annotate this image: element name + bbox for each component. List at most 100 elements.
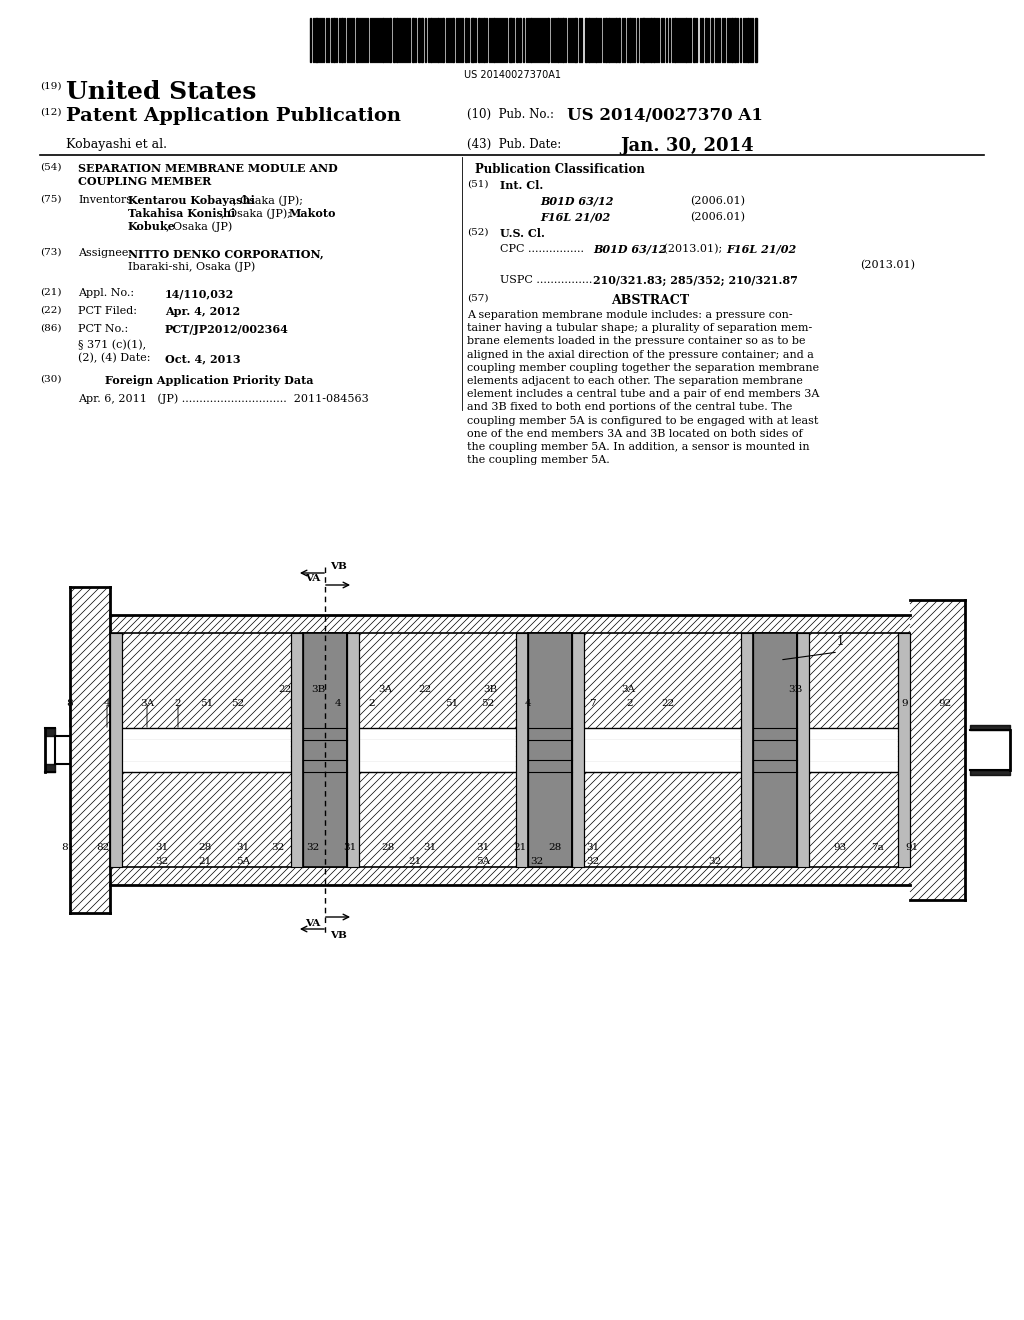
Text: 91: 91 xyxy=(905,843,919,853)
Bar xyxy=(693,18,695,62)
Text: § 371 (c)(1),: § 371 (c)(1), xyxy=(78,341,146,350)
Bar xyxy=(382,18,384,62)
Text: U.S. Cl.: U.S. Cl. xyxy=(500,228,545,239)
Text: , Osaka (JP);: , Osaka (JP); xyxy=(221,209,295,219)
Text: 21: 21 xyxy=(199,858,212,866)
Text: 82: 82 xyxy=(96,843,110,853)
Text: 28: 28 xyxy=(199,843,212,853)
Text: 51: 51 xyxy=(445,698,459,708)
Text: (52): (52) xyxy=(467,228,488,238)
Bar xyxy=(705,18,707,62)
Text: 14/110,032: 14/110,032 xyxy=(165,288,234,300)
Bar xyxy=(471,18,474,62)
Text: 1: 1 xyxy=(837,635,844,648)
Bar xyxy=(528,634,572,867)
Bar xyxy=(389,18,391,62)
Text: Kobayashi et al.: Kobayashi et al. xyxy=(66,139,167,150)
Bar xyxy=(753,634,797,867)
Bar xyxy=(452,18,454,62)
Text: 52: 52 xyxy=(481,698,495,708)
Bar xyxy=(421,18,423,62)
Text: (75): (75) xyxy=(40,195,61,205)
Text: 31: 31 xyxy=(237,843,250,853)
Text: Patent Application Publication: Patent Application Publication xyxy=(66,107,401,125)
Text: 31: 31 xyxy=(476,843,489,853)
Bar xyxy=(519,18,521,62)
Text: 210/321.83; 285/352; 210/321.87: 210/321.83; 285/352; 210/321.87 xyxy=(593,275,798,286)
Text: 3B: 3B xyxy=(787,685,802,694)
Text: NITTO DENKO CORPORATION,: NITTO DENKO CORPORATION, xyxy=(128,248,324,259)
Text: 32: 32 xyxy=(709,858,722,866)
Bar xyxy=(437,18,439,62)
Text: US 2014/0027370 A1: US 2014/0027370 A1 xyxy=(567,107,763,124)
Bar xyxy=(483,18,485,62)
Text: 3B: 3B xyxy=(483,685,497,694)
Text: Kobuke: Kobuke xyxy=(128,220,176,232)
Text: 7a: 7a xyxy=(870,843,884,853)
Text: 22: 22 xyxy=(662,698,675,708)
Text: Apr. 4, 2012: Apr. 4, 2012 xyxy=(165,306,240,317)
Text: 2: 2 xyxy=(175,698,181,708)
Text: 32: 32 xyxy=(156,858,169,866)
Text: US 20140027370A1: US 20140027370A1 xyxy=(464,70,560,81)
Bar xyxy=(509,18,512,62)
Text: , Osaka (JP);: , Osaka (JP); xyxy=(233,195,303,206)
Bar xyxy=(734,18,736,62)
Text: 3A: 3A xyxy=(621,685,635,694)
Text: 5A: 5A xyxy=(476,858,490,866)
Bar xyxy=(618,18,620,62)
Text: 52: 52 xyxy=(231,698,245,708)
Bar xyxy=(746,18,749,62)
Text: 31: 31 xyxy=(587,843,600,853)
Text: Assignee:: Assignee: xyxy=(78,248,132,257)
Text: (30): (30) xyxy=(40,375,61,384)
Text: VB: VB xyxy=(330,562,347,572)
Bar xyxy=(653,18,655,62)
Text: (12): (12) xyxy=(40,108,61,117)
Text: (54): (54) xyxy=(40,162,61,172)
Bar xyxy=(393,18,395,62)
Text: 2: 2 xyxy=(369,698,376,708)
Text: 4: 4 xyxy=(524,698,531,708)
Text: 22: 22 xyxy=(419,685,432,694)
Bar xyxy=(333,18,335,62)
Text: B01D 63/12: B01D 63/12 xyxy=(540,195,613,207)
Text: PCT No.:: PCT No.: xyxy=(78,323,128,334)
Bar xyxy=(291,634,303,867)
Text: 3A: 3A xyxy=(140,698,154,708)
Bar xyxy=(356,18,358,62)
Bar xyxy=(755,18,757,62)
Text: Appl. No.:: Appl. No.: xyxy=(78,288,134,298)
Bar xyxy=(685,18,687,62)
Bar xyxy=(674,18,676,62)
Bar xyxy=(557,18,559,62)
Text: PCT Filed:: PCT Filed: xyxy=(78,306,137,315)
Text: Jan. 30, 2014: Jan. 30, 2014 xyxy=(620,137,754,154)
Text: 21: 21 xyxy=(513,843,526,853)
Text: (2), (4) Date:: (2), (4) Date: xyxy=(78,352,151,363)
Text: 9: 9 xyxy=(902,698,908,708)
Text: 4: 4 xyxy=(335,698,341,708)
Bar xyxy=(572,634,584,867)
Text: 5A: 5A xyxy=(236,858,250,866)
Text: 3B: 3B xyxy=(311,685,326,694)
Bar xyxy=(605,18,607,62)
Bar xyxy=(629,18,631,62)
Text: 28: 28 xyxy=(549,843,561,853)
Text: (2006.01): (2006.01) xyxy=(690,213,745,222)
Text: (19): (19) xyxy=(40,82,61,91)
Text: 21: 21 xyxy=(409,858,422,866)
Text: 4: 4 xyxy=(103,698,111,708)
Text: (21): (21) xyxy=(40,288,61,297)
Text: 28: 28 xyxy=(381,843,394,853)
Bar xyxy=(595,18,597,62)
Bar xyxy=(642,18,645,62)
Text: F16L 21/02: F16L 21/02 xyxy=(540,213,610,223)
Text: (73): (73) xyxy=(40,248,61,257)
Text: (22): (22) xyxy=(40,306,61,315)
Text: (57): (57) xyxy=(467,294,488,304)
Text: 31: 31 xyxy=(423,843,436,853)
Text: 22: 22 xyxy=(279,685,292,694)
Bar xyxy=(412,18,414,62)
Text: VA: VA xyxy=(305,574,319,583)
